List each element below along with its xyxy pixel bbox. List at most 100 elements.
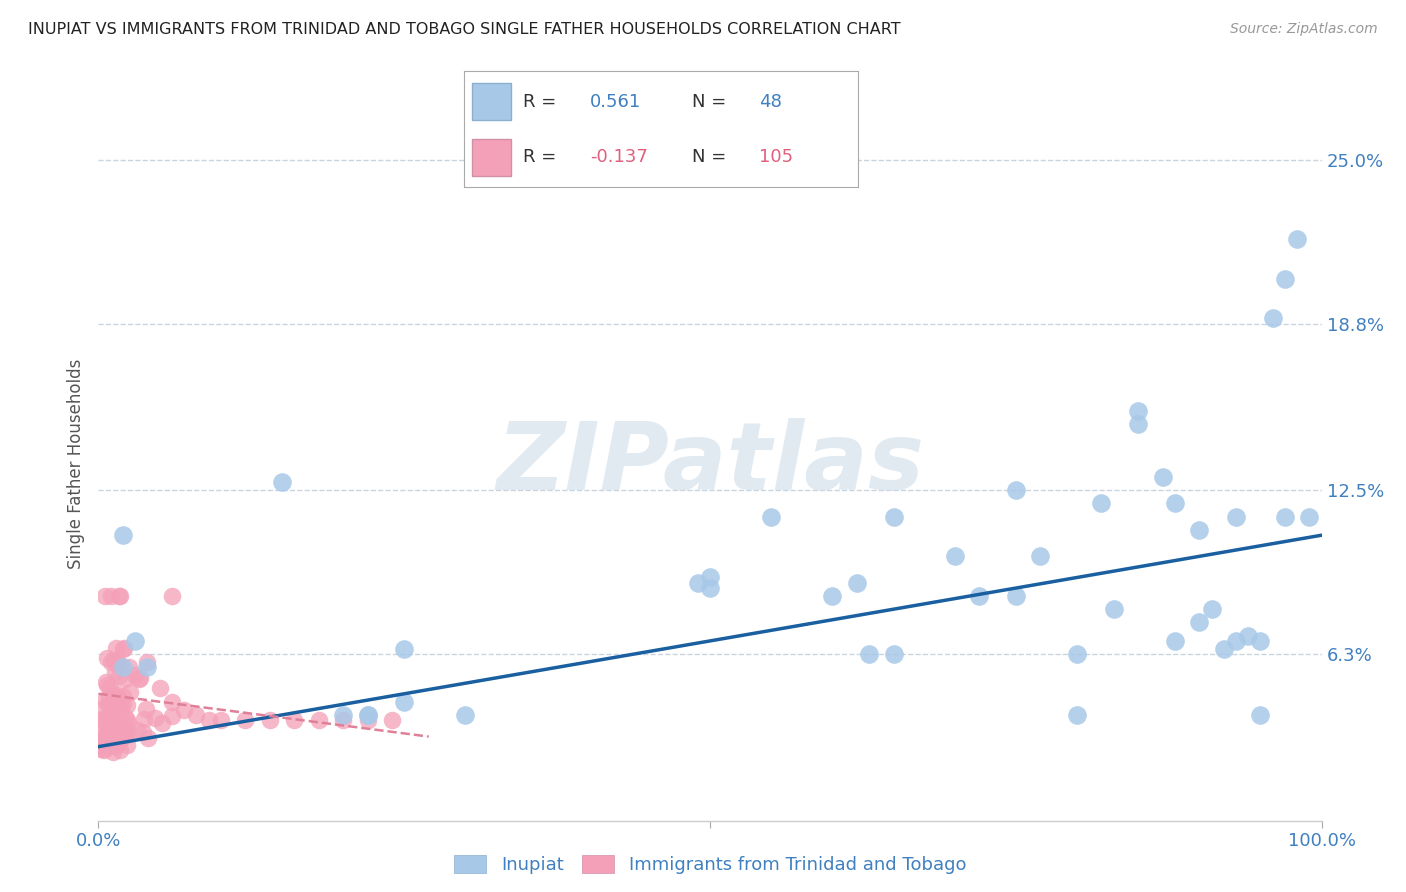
Point xyxy=(1201,602,1223,616)
Point xyxy=(93,589,115,603)
Point xyxy=(129,671,152,685)
Point xyxy=(1249,634,1271,648)
Point xyxy=(105,655,128,669)
Point xyxy=(112,727,135,741)
Point xyxy=(103,721,125,735)
Point xyxy=(392,695,416,709)
Point xyxy=(91,740,114,755)
Point xyxy=(270,475,294,490)
Point xyxy=(108,658,131,673)
Point xyxy=(1152,470,1174,484)
Text: -0.137: -0.137 xyxy=(591,148,648,166)
Point xyxy=(821,589,844,603)
Point xyxy=(104,721,127,735)
Point xyxy=(1128,404,1150,418)
Text: Source: ZipAtlas.com: Source: ZipAtlas.com xyxy=(1230,22,1378,37)
FancyBboxPatch shape xyxy=(472,83,512,120)
Point xyxy=(105,701,128,715)
Point xyxy=(943,549,966,564)
Point xyxy=(1261,311,1284,326)
Point xyxy=(108,589,131,603)
Point xyxy=(283,713,305,727)
Point xyxy=(1249,707,1271,722)
Point xyxy=(1066,647,1088,661)
Point xyxy=(98,680,121,694)
Point xyxy=(136,655,159,669)
Point xyxy=(90,713,112,727)
Point xyxy=(97,698,120,713)
Point xyxy=(1066,707,1088,722)
Text: 0.561: 0.561 xyxy=(591,93,641,111)
Point xyxy=(1164,634,1187,648)
Point xyxy=(103,665,125,680)
Point xyxy=(107,691,129,706)
Y-axis label: Single Father Households: Single Father Households xyxy=(66,359,84,569)
Text: N =: N = xyxy=(692,93,727,111)
Point xyxy=(98,690,121,704)
Point xyxy=(90,741,112,756)
Point xyxy=(100,711,122,725)
Point xyxy=(1212,641,1234,656)
Point xyxy=(686,575,709,590)
Legend: Inupiat, Immigrants from Trinidad and Tobago: Inupiat, Immigrants from Trinidad and To… xyxy=(444,846,976,883)
Point xyxy=(114,672,136,686)
Point xyxy=(90,740,112,755)
Point xyxy=(93,731,115,746)
Point xyxy=(699,570,721,584)
Point xyxy=(100,715,122,730)
Point xyxy=(124,668,146,682)
Point xyxy=(108,589,131,603)
Point xyxy=(97,728,120,742)
Point xyxy=(392,641,416,656)
Point xyxy=(1004,589,1026,603)
Point xyxy=(112,696,135,710)
Point xyxy=(98,731,121,745)
Point xyxy=(105,640,128,655)
Point xyxy=(1298,509,1320,524)
Point xyxy=(1004,483,1026,498)
Point xyxy=(96,678,118,692)
Point xyxy=(96,712,118,726)
Point xyxy=(94,674,117,689)
Point xyxy=(132,725,155,739)
Point xyxy=(699,581,721,595)
Point xyxy=(1029,549,1052,564)
Point xyxy=(93,738,115,752)
Point xyxy=(149,681,172,696)
Point xyxy=(150,715,173,730)
Point xyxy=(94,727,117,741)
Point xyxy=(108,743,131,757)
Point xyxy=(93,743,115,757)
Point xyxy=(356,707,378,722)
Point xyxy=(111,641,134,656)
Point xyxy=(104,739,127,754)
Point xyxy=(104,730,127,744)
Point xyxy=(110,729,132,743)
FancyBboxPatch shape xyxy=(472,138,512,176)
Point xyxy=(91,731,114,745)
Point xyxy=(105,731,128,745)
Point xyxy=(111,690,134,704)
Point xyxy=(115,739,138,753)
Point xyxy=(97,714,120,728)
Text: R =: R = xyxy=(523,93,557,111)
Point xyxy=(209,713,232,727)
Point xyxy=(858,647,880,661)
Point xyxy=(967,589,990,603)
Point xyxy=(125,723,148,737)
Point xyxy=(1286,232,1309,246)
Point xyxy=(1188,523,1211,537)
Point xyxy=(107,736,129,750)
Point xyxy=(112,729,135,743)
Point xyxy=(145,711,167,725)
Point xyxy=(1274,272,1296,286)
Point xyxy=(98,728,121,742)
Point xyxy=(160,708,183,723)
Point xyxy=(110,702,132,716)
Point xyxy=(100,655,122,669)
Point xyxy=(1237,629,1260,643)
Text: R =: R = xyxy=(523,148,557,166)
Point xyxy=(845,575,868,590)
Point xyxy=(186,707,208,722)
Point xyxy=(332,707,354,722)
